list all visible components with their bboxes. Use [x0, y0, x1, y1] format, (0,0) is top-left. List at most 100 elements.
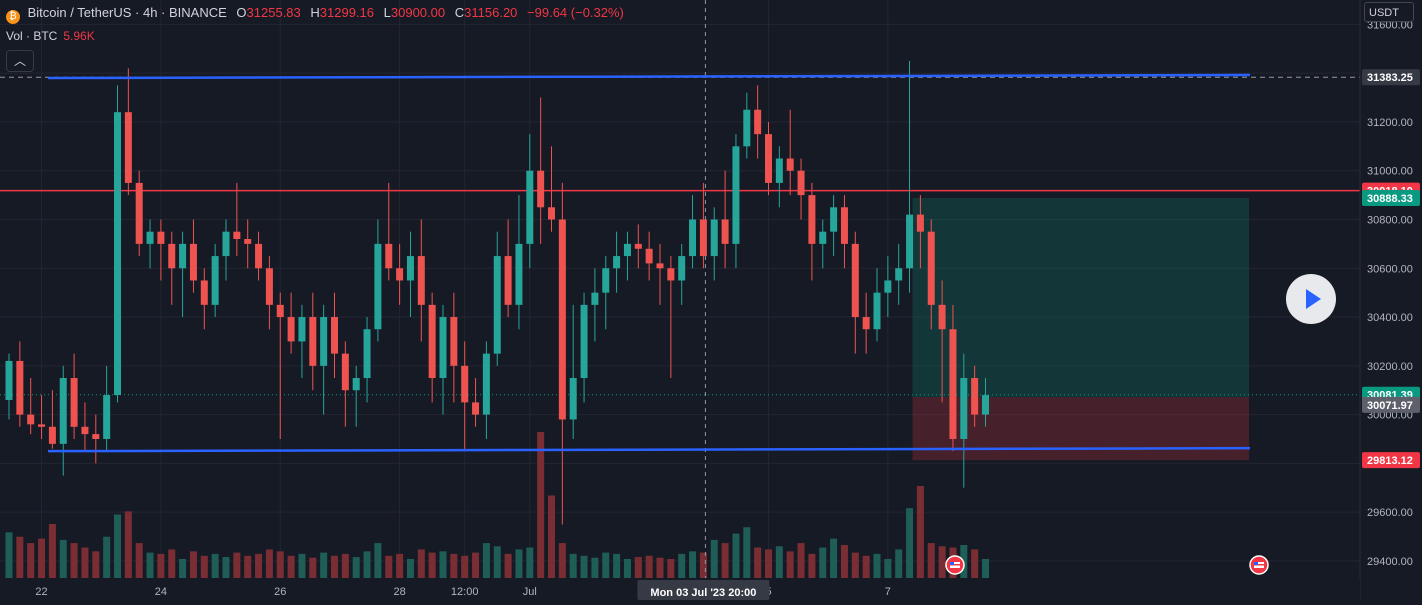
candle-body — [840, 207, 848, 244]
volume-bar — [493, 546, 501, 578]
candle-body — [613, 256, 621, 269]
price-axis — [1360, 0, 1422, 600]
candle-body — [309, 317, 317, 366]
volume-bar — [298, 553, 306, 578]
volume-bar — [179, 558, 187, 578]
high-value: 31299.16 — [319, 5, 375, 20]
candle-body — [558, 219, 566, 420]
volume-bar — [721, 543, 729, 578]
price-label: 30888.33 — [1367, 193, 1413, 205]
candle-body — [927, 231, 935, 305]
price-label-bg — [1362, 452, 1420, 469]
candle-body — [363, 329, 371, 379]
x-tick-label: 24 — [155, 586, 167, 598]
x-tick-label: 26 — [274, 586, 286, 598]
volume-bar — [200, 555, 208, 578]
candle-body — [265, 268, 273, 305]
candle-body — [59, 378, 67, 444]
candle-body — [298, 317, 306, 342]
volume-bar — [667, 558, 675, 578]
candle-body — [461, 365, 469, 403]
candle-body — [710, 219, 718, 257]
y-tick-label: 31200.00 — [1367, 117, 1413, 129]
candle-body — [38, 424, 46, 427]
y-tick-label: 29600.00 — [1367, 507, 1413, 519]
volume-bar — [472, 552, 480, 578]
flag-stripe — [950, 564, 960, 566]
candle-body — [851, 243, 859, 318]
candle-body — [765, 134, 772, 183]
volume-bar — [385, 555, 393, 578]
y-tick-label: 30400.00 — [1367, 312, 1413, 324]
volume-bar — [537, 432, 545, 578]
y-tick-label: 29400.00 — [1367, 556, 1413, 568]
open-value: 31255.83 — [246, 5, 301, 20]
candle-body — [656, 263, 664, 269]
candle-body — [732, 146, 740, 244]
candle-body — [341, 353, 349, 391]
volume-bar — [70, 543, 78, 578]
candle-body — [320, 317, 328, 366]
candle-body — [103, 395, 111, 439]
volume-bar — [656, 557, 664, 578]
flag-canton — [1254, 562, 1258, 565]
volume-bar — [689, 551, 697, 578]
candle-body — [81, 426, 89, 435]
candle-body — [189, 243, 197, 281]
replay-button[interactable] — [1286, 274, 1336, 324]
y-tick-label: 30800.00 — [1367, 214, 1413, 226]
candle-body — [428, 304, 436, 379]
volume-legend: Vol · BTC 5.96K — [6, 29, 95, 43]
close-value: 31156.20 — [464, 5, 518, 20]
volume-bar — [27, 543, 35, 578]
low-value: 30900.00 — [390, 5, 446, 20]
candle-body — [754, 109, 762, 135]
volume-bar — [808, 553, 816, 578]
volume-bar — [754, 547, 762, 578]
volume-bar — [59, 539, 67, 578]
x-tick-label: 22 — [35, 586, 47, 598]
volume-bar — [331, 555, 338, 578]
candle-body — [797, 170, 805, 196]
flag-canton — [950, 562, 954, 565]
symbol-title[interactable]: Bitcoin / TetherUS · 4h · BINANCE — [27, 5, 227, 20]
candle-body — [48, 426, 56, 444]
volume-bar — [732, 533, 740, 578]
volume-bar — [396, 553, 404, 578]
volume-bar — [743, 527, 751, 578]
volume-bar — [558, 543, 566, 578]
candle-body — [352, 378, 360, 391]
candle-body — [439, 317, 447, 379]
volume-bar — [114, 514, 121, 578]
volume-bar — [613, 553, 621, 578]
currency-selector[interactable]: USDT — [1364, 2, 1414, 22]
open-label: O — [236, 5, 247, 20]
candle-body — [374, 243, 382, 330]
y-tick-label: 31000.00 — [1367, 166, 1413, 178]
collapse-legend-button[interactable]: ︿ — [6, 50, 34, 72]
close-label: C — [454, 5, 465, 20]
volume-bar — [5, 532, 13, 578]
candle-body — [331, 317, 338, 354]
candle-body — [678, 256, 686, 281]
volume-bar — [906, 508, 914, 578]
volume-bar — [38, 538, 46, 578]
candle-body — [385, 243, 393, 269]
candle-body — [721, 219, 729, 244]
candle-body — [114, 112, 121, 396]
volume-label[interactable]: Vol · BTC — [6, 29, 58, 43]
candle-body — [92, 434, 100, 439]
price-label-bg — [1362, 396, 1420, 413]
volume-bar — [482, 543, 490, 578]
candle-body — [406, 256, 414, 281]
candle-body — [645, 248, 653, 264]
volume-bar — [341, 553, 349, 578]
volume-bar — [515, 549, 523, 578]
candle-body — [211, 256, 219, 305]
candle-body — [699, 219, 707, 257]
volume-bar — [851, 552, 859, 578]
x-tick-label: 7 — [885, 586, 891, 598]
candle-body — [960, 378, 968, 439]
